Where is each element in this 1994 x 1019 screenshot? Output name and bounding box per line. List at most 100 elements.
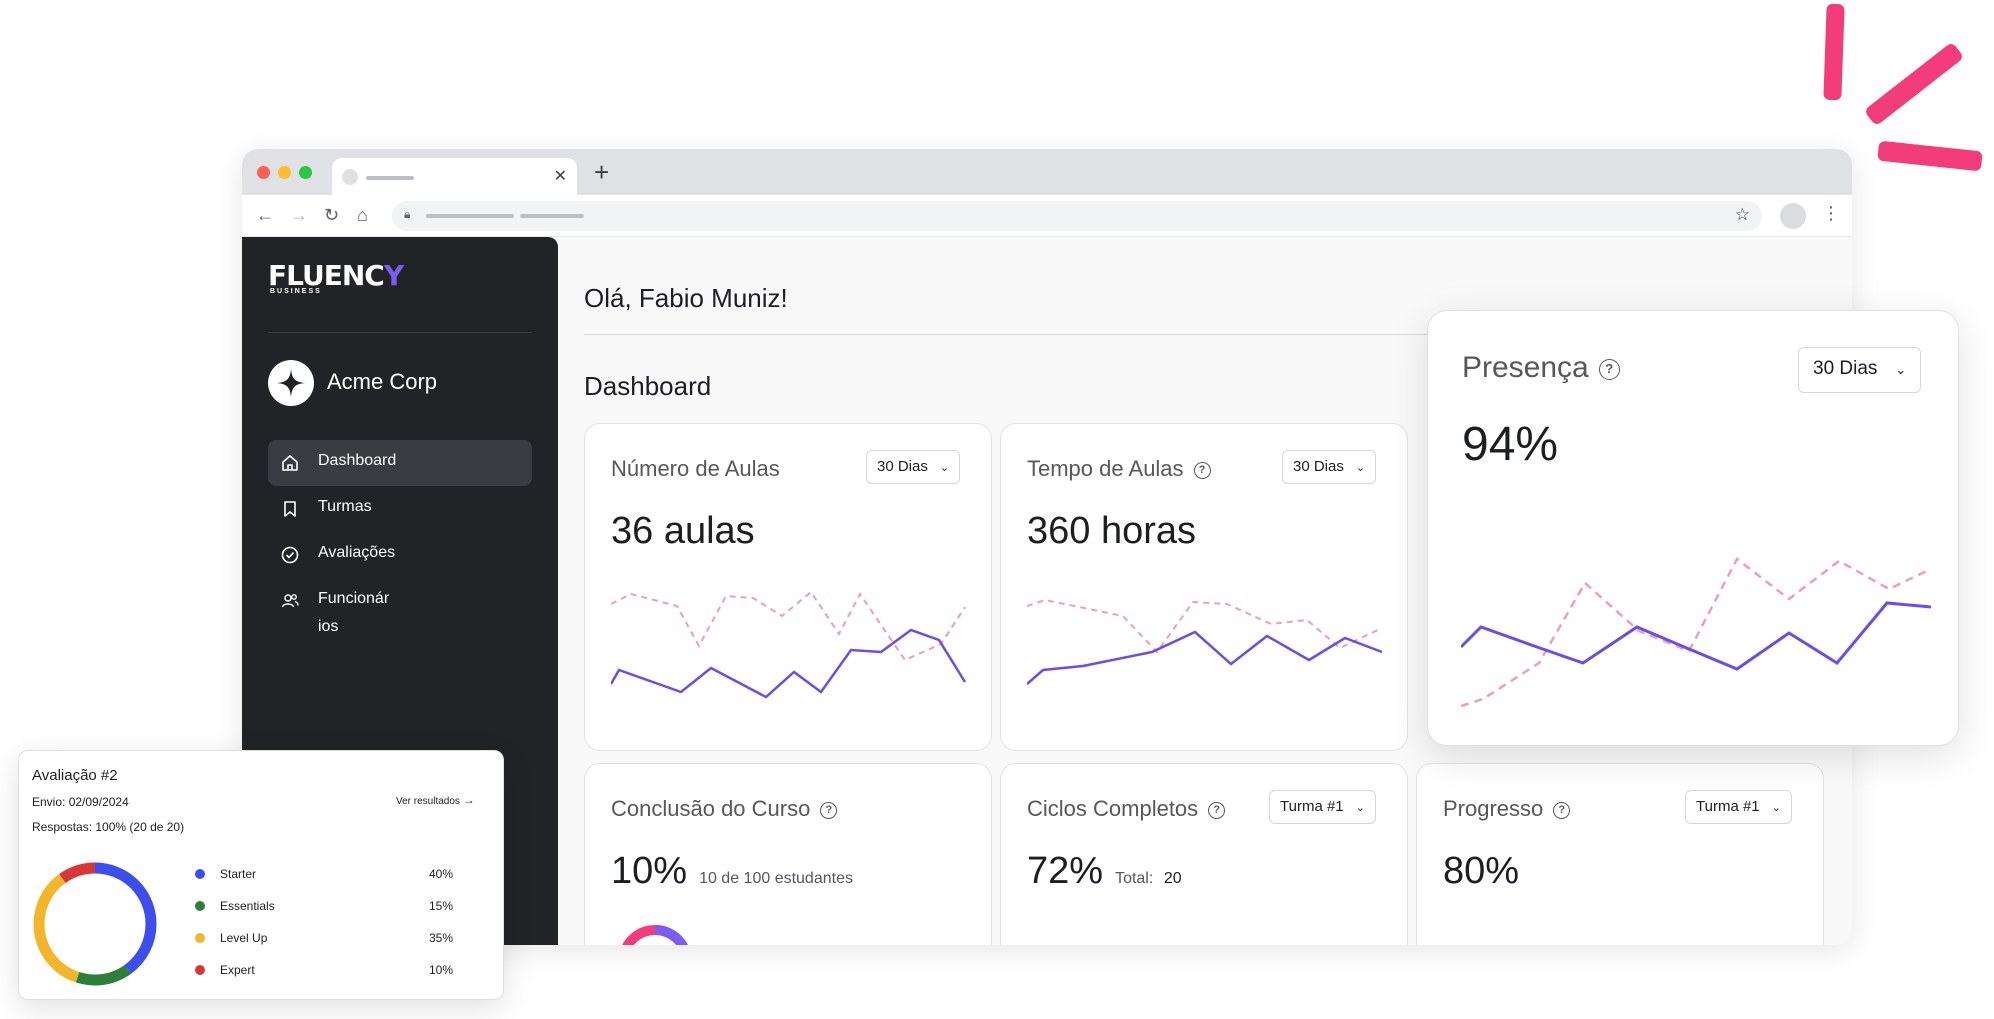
sidebar-item-avaliacoes[interactable]: Avaliações [268, 532, 532, 578]
help-icon[interactable]: ? [820, 801, 838, 819]
tab-title-placeholder [366, 176, 414, 180]
menu-kebab-icon[interactable]: ⋮ [1822, 203, 1840, 223]
card-conclusao-curso: Conclusão do Curso? 10% 10 de 100 estudan… [584, 763, 992, 945]
bookmark-star-icon[interactable]: ☆ [1734, 205, 1750, 224]
line-chart [611, 590, 967, 699]
sidebar-item-label: Turmas [318, 498, 372, 515]
users-icon [281, 594, 299, 608]
org-avatar [268, 360, 314, 406]
results-donut-chart [33, 862, 157, 986]
check-circle-icon [281, 546, 299, 564]
meta-label: Respostas: [32, 820, 93, 834]
close-tab-icon[interactable]: ✕ [553, 168, 567, 185]
reload-icon[interactable]: ↻ [324, 205, 340, 225]
home-icon [282, 455, 298, 471]
legend-value: 15% [428, 899, 453, 913]
card-title-text: Conclusão do Curso [611, 796, 811, 821]
metric-note-label: Total: [1115, 870, 1154, 887]
donut-segment-essentials [33, 862, 157, 986]
sparkle-icon [277, 369, 305, 397]
back-icon[interactable]: ← [256, 205, 274, 225]
sidebar-item-dashboard[interactable]: Dashboard [268, 440, 532, 486]
legend-item: Expert 10% [195, 963, 467, 979]
url-placeholder [426, 214, 514, 218]
meta-label: Envio: [32, 795, 66, 809]
legend-value: 40% [428, 867, 453, 881]
metric-value: 10% 10 de 100 estudantes [611, 850, 853, 893]
link-label: Ver resultados [396, 796, 460, 807]
legend-item: Essentials 15% [195, 899, 467, 915]
evaluation-responses: Respostas: 100% (20 de 20) [32, 820, 184, 834]
sidebar-item-label: Avaliações [318, 544, 396, 561]
chevron-down-icon: ⌄ [1895, 362, 1907, 377]
browser-toolbar: ← → ↻ ⌂ 🔒︎ ☆ ⋮ [242, 195, 1852, 237]
period-select[interactable]: 30 Dias ⌄ [866, 450, 961, 484]
card-title: Progresso? [1443, 796, 1571, 822]
turma-select[interactable]: Turma #1 ⌄ [1269, 790, 1376, 824]
chevron-down-icon: ⌄ [1355, 462, 1366, 474]
home-icon[interactable]: ⌂ [357, 205, 368, 225]
line-chart [1461, 557, 1931, 708]
meta-value: 02/09/2024 [68, 795, 129, 809]
address-bar[interactable]: 🔒︎ ☆ [392, 201, 1762, 231]
help-icon[interactable]: ? [1553, 801, 1571, 819]
legend-item: Level Up 35% [195, 931, 467, 947]
metric-number: 72% [1027, 850, 1104, 892]
card-title-text: Progresso [1443, 796, 1544, 821]
browser-tab[interactable]: ✕ [332, 158, 577, 195]
page-title: Dashboard [584, 371, 712, 401]
legend-label: Level Up [220, 931, 268, 945]
meta-value: 100% (20 de 20) [95, 820, 185, 834]
period-select[interactable]: 30 Dias ⌄ [1282, 450, 1377, 484]
legend-dot [195, 933, 205, 943]
metric-value: 36 aulas [611, 510, 755, 552]
sidebar-item-turmas[interactable]: Turmas [268, 486, 532, 532]
legend-value: 10% [428, 963, 453, 977]
metric-note: 10 de 100 estudantes [699, 870, 853, 887]
help-icon[interactable]: ? [1598, 358, 1620, 380]
forward-icon[interactable]: → [290, 205, 308, 225]
select-value: Turma #1 [1696, 798, 1760, 815]
evaluation-title: Avaliação #2 [32, 767, 118, 784]
help-icon[interactable]: ? [1193, 461, 1211, 479]
profile-avatar[interactable] [1780, 203, 1806, 229]
accent-stroke [1877, 140, 1983, 172]
divider [268, 332, 532, 333]
donut-segment-level-up [33, 862, 157, 986]
legend-dot [195, 901, 205, 911]
sidebar-item-label: Dashboard [318, 452, 397, 469]
legend-dot [195, 869, 205, 879]
card-ciclos-completos: Ciclos Completos? Turma #1 ⌄ 72% Total: 20 [1000, 763, 1408, 945]
sidebar-item-funcionarios[interactable]: Funcionár ios [268, 578, 532, 642]
org-name: Acme Corp [327, 369, 438, 394]
metric-value: 94% [1462, 418, 1559, 471]
favicon-icon [342, 169, 358, 185]
card-presenca: Presença? 30 Dias ⌄ 94% [1427, 310, 1959, 746]
bookmark-icon [284, 501, 296, 517]
close-window-dot[interactable] [257, 166, 270, 179]
card-title: Ciclos Completos? [1027, 796, 1226, 822]
turma-select[interactable]: Turma #1 ⌄ [1685, 790, 1792, 824]
maximize-window-dot[interactable] [299, 166, 312, 179]
card-title-text: Tempo de Aulas [1027, 456, 1184, 481]
select-value: 30 Dias [1813, 358, 1878, 379]
metric-note-value: 20 [1163, 870, 1182, 887]
lock-icon: 🔒︎ [404, 207, 411, 221]
legend-label: Expert [220, 963, 255, 977]
view-results-link[interactable]: Ver resultados → [396, 793, 475, 807]
evaluation-date: Envio: 02/09/2024 [32, 795, 129, 809]
chevron-down-icon: ⌄ [1355, 802, 1365, 814]
new-tab-icon[interactable]: + [594, 157, 610, 187]
help-icon[interactable]: ? [1208, 801, 1226, 819]
card-numero-aulas: Número de Aulas 30 Dias ⌄ 36 aulas [584, 423, 992, 751]
metric-number: 10% [611, 850, 688, 892]
card-progresso: Progresso? Turma #1 ⌄ 80% [1416, 763, 1824, 945]
minimize-window-dot[interactable] [278, 166, 291, 179]
select-value: 30 Dias [1293, 458, 1344, 475]
accent-stroke [1863, 41, 1965, 127]
chevron-down-icon: ⌄ [939, 462, 950, 474]
evaluation-card: Avaliação #2 Envio: 02/09/2024 Respostas… [18, 750, 504, 1000]
arrow-right-icon: → [462, 793, 475, 807]
period-select[interactable]: 30 Dias ⌄ [1798, 347, 1922, 393]
divider [584, 334, 1829, 335]
